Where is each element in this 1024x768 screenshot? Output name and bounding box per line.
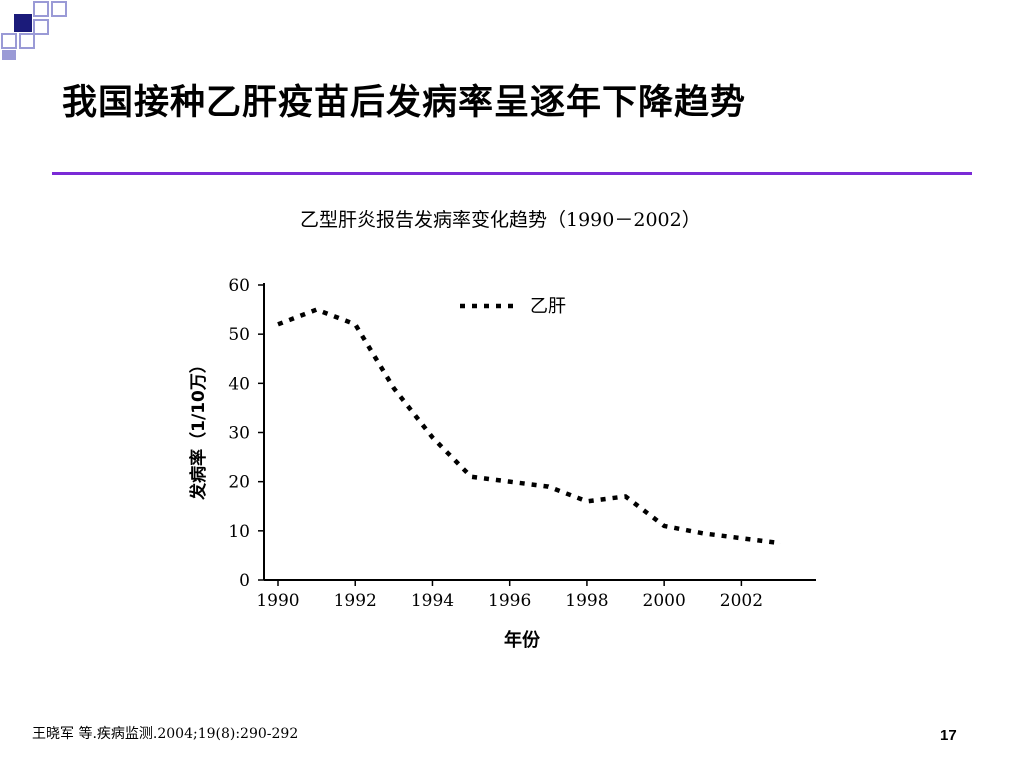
- y-tick-label: 10: [228, 522, 250, 542]
- x-tick-label: 1994: [411, 591, 454, 611]
- x-tick-label: 1998: [565, 591, 608, 611]
- deco-square: [33, 19, 49, 35]
- y-tick-label: 0: [239, 571, 250, 591]
- x-tick-label: 2000: [643, 591, 686, 611]
- deco-square: [14, 14, 32, 32]
- deco-square: [33, 1, 49, 17]
- deco-square: [51, 1, 67, 17]
- y-tick-label: 20: [228, 473, 250, 493]
- slide-corner-decoration: [1, 1, 67, 60]
- page-number: 17: [940, 727, 957, 744]
- deco-square: [2, 50, 16, 60]
- x-tick-label: 1996: [488, 591, 531, 611]
- y-axis-title: 发病率（1/10万）: [188, 356, 209, 501]
- deco-square: [1, 33, 17, 49]
- series-line-hbv: [277, 307, 781, 546]
- source-citation: 王晓军 等.疾病监测.2004;19(8):290-292: [32, 726, 299, 742]
- y-tick-label: 40: [228, 374, 250, 394]
- title-divider: [52, 172, 972, 175]
- chart-title: 乙型肝炎报告发病率变化趋势（1990－2002）: [300, 209, 701, 231]
- x-tick-label: 2002: [720, 591, 763, 611]
- x-tick-label: 1990: [256, 591, 299, 611]
- x-tick-label: 1992: [334, 591, 377, 611]
- slide-title: 我国接种乙肝疫苗后发病率呈逐年下降趋势: [62, 83, 747, 123]
- y-tick-label: 30: [228, 424, 250, 444]
- deco-square: [19, 33, 35, 49]
- legend-label-hbv: 乙肝: [530, 296, 566, 317]
- y-tick-label: 60: [228, 276, 250, 296]
- y-tick-label: 50: [228, 325, 250, 345]
- x-axis-title: 年份: [504, 629, 541, 651]
